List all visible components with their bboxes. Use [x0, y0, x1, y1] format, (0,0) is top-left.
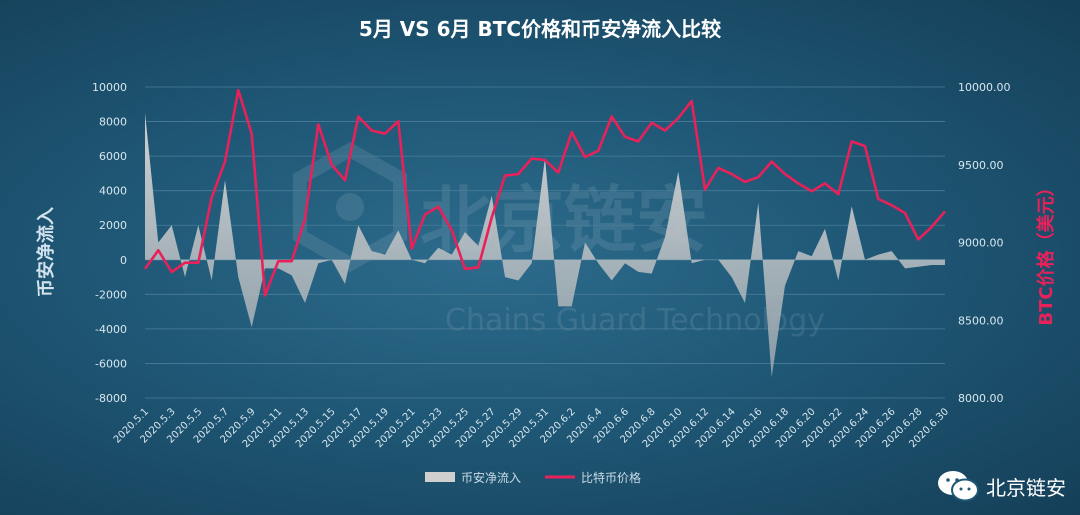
left-axis-label: 币安净流入	[35, 207, 57, 297]
series-line-price	[143, 88, 946, 297]
right-axis-label: BTC价格（美元）	[1035, 178, 1057, 325]
right-tick-label: 9500.00	[958, 159, 1004, 172]
left-tick-label: 0	[120, 254, 127, 267]
left-tick-label: -4000	[95, 323, 127, 336]
left-tick-label: 8000	[99, 116, 127, 129]
left-tick-label: 6000	[99, 150, 127, 163]
legend-item-price: 比特币价格	[581, 470, 641, 485]
wechat-icon	[938, 471, 979, 502]
right-tick-label: 8000.00	[958, 392, 1004, 405]
series-area-inflow	[145, 112, 945, 378]
x-axis-ticks: 2020.5.12020.5.32020.5.52020.5.72020.5.9…	[112, 406, 951, 450]
left-tick-label: -6000	[95, 357, 127, 370]
wechat-badge: 北京链安	[936, 469, 1066, 503]
left-axis-ticks: 10000 8000 6000 4000 2000 0 -2000 -4000 -6000 -80…	[92, 81, 127, 405]
wechat-account-name: 北京链安	[986, 475, 1066, 500]
right-tick-label: 9000.00	[958, 237, 1004, 250]
left-tick-label: 2000	[99, 219, 127, 232]
watermark-logo-icon	[293, 141, 407, 273]
left-tick-label: -8000	[95, 392, 127, 405]
left-tick-label: -2000	[95, 288, 127, 301]
watermark-en: Chains Guard Technology	[445, 303, 825, 338]
left-tick-label: 4000	[99, 185, 127, 198]
chart-title: 5月 VS 6月 BTC价格和币安净流入比较	[359, 17, 721, 41]
legend: 币安净流入 比特币价格	[425, 470, 641, 485]
right-tick-label: 8500.00	[958, 314, 1004, 327]
series-layer	[143, 88, 946, 378]
legend-area-swatch	[425, 472, 455, 482]
legend-item-inflow: 币安净流入	[461, 470, 521, 485]
right-axis-ticks: 10000.00 9500.00 9000.00 8500.00 8000.00	[958, 81, 1011, 405]
watermark: 北京链安 Chains Guard Technology	[293, 141, 825, 338]
left-tick-label: 10000	[92, 81, 127, 94]
right-tick-label: 10000.00	[958, 81, 1011, 94]
